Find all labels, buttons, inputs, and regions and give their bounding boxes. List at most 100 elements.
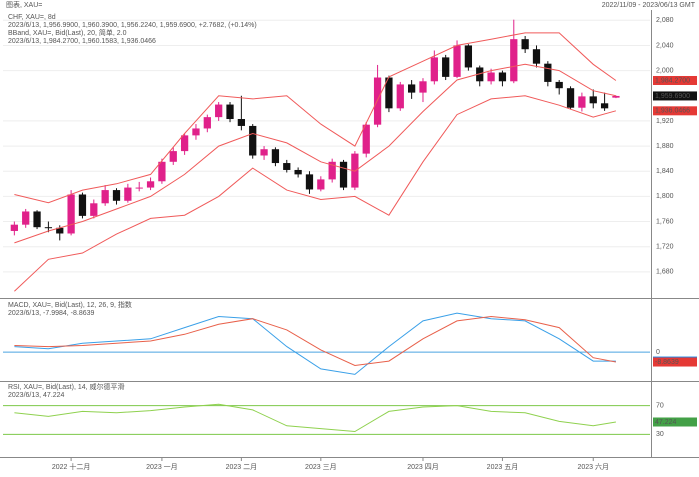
series-line [14, 63, 617, 244]
candle-body [578, 96, 586, 108]
candle-body [237, 119, 246, 126]
y-tick-label: 30 [656, 431, 664, 438]
candle-body [215, 104, 223, 118]
candle-body [226, 104, 234, 120]
y-tick-label: 1,920 [656, 118, 674, 125]
series-line [14, 403, 616, 433]
candle-body [135, 187, 143, 189]
candle-body [566, 88, 575, 108]
candle-body [56, 227, 64, 234]
candle-body [442, 57, 450, 77]
y-tick-label: 70 [656, 402, 664, 409]
candle-body [203, 117, 211, 129]
x-tick-label: 2023 一月 [146, 463, 178, 471]
x-tick-label: 2023 三月 [305, 463, 337, 471]
value-badge-label: 47.224 [655, 419, 677, 426]
candle-body [476, 67, 484, 82]
value-badge-label: -8.8639 [655, 359, 679, 366]
candle-body [453, 45, 461, 77]
candle-body [67, 194, 75, 234]
x-tick-label: 2022 十二月 [52, 462, 91, 471]
candle-body [22, 211, 30, 225]
candle-body [44, 227, 53, 229]
candle-body [78, 194, 87, 216]
y-tick-label: 0 [656, 349, 660, 356]
candle-body [510, 39, 518, 82]
value-badge [653, 106, 697, 116]
x-tick-label: 2023 六月 [577, 462, 609, 471]
candle-body [600, 103, 609, 109]
value-badge [653, 91, 697, 101]
value-badge-label: 1,936.0466 [655, 108, 690, 115]
value-badge-label: 1,984.2700 [655, 77, 690, 84]
y-tick-label: 1,680 [656, 269, 674, 276]
candle-body [498, 72, 507, 82]
candle-body [90, 203, 98, 216]
candle-body [385, 77, 393, 109]
candle-body [146, 181, 155, 188]
candle-body [305, 174, 314, 190]
candle-body [101, 190, 109, 204]
y-tick-label: 1,880 [656, 143, 674, 150]
value-badge-label: 1,959.6900 [655, 93, 690, 100]
x-tick-label: 2023 五月 [487, 463, 519, 471]
candle-body [283, 163, 291, 170]
candle-body [260, 149, 268, 156]
legend-text: MACD, XAU=, Bid(Last), 12, 26, 9, 指数 [8, 300, 132, 309]
y-tick-label: 2,000 [656, 67, 674, 74]
series-line [14, 32, 617, 204]
candle-body [555, 81, 563, 89]
date-range: 2022/11/09 - 2023/06/13 GMT [602, 2, 696, 9]
candle-body [169, 151, 177, 162]
candle-body [373, 77, 382, 125]
candle-body [407, 84, 416, 93]
candle-body [112, 190, 121, 201]
legend-text: 2023/6/13, 1,984.2700, 1,960.1583, 1,936… [8, 38, 156, 45]
candle-body [362, 124, 370, 154]
candle-body [419, 81, 427, 93]
candle-body [521, 39, 529, 50]
candle-body [294, 169, 302, 175]
candle-body [544, 63, 552, 82]
legend-text: 2023/6/13, -7.9984, -8.8639 [8, 310, 95, 317]
candle-body [339, 161, 348, 188]
candle-body [612, 95, 620, 98]
series-line [14, 315, 616, 367]
chart-title: 图表, XAU= [6, 0, 42, 9]
y-tick-label: 1,720 [656, 244, 674, 251]
value-badge [653, 417, 697, 427]
candle-body [351, 153, 359, 188]
candle-body [180, 135, 189, 152]
value-badge [653, 357, 697, 367]
candle-body [317, 179, 325, 190]
candle-body [328, 161, 336, 180]
x-tick-label: 2023 二月 [226, 463, 258, 471]
candle-body [430, 57, 438, 82]
value-badge [653, 75, 697, 85]
candle-body [33, 211, 41, 228]
legend-text: 2023/6/13, 47.224 [8, 392, 65, 399]
legend-text: 2023/6/13, 1,956.9900, 1,960.3900, 1,956… [8, 22, 257, 29]
candle-body [158, 161, 166, 182]
candle-body [124, 187, 132, 201]
x-tick-label: 2023 四月 [407, 463, 439, 471]
candle-body [192, 128, 200, 136]
candle-body [396, 84, 404, 109]
legend-text: CHF, XAU=, 8d [8, 14, 56, 21]
candle-body [10, 224, 18, 231]
y-tick-label: 1,840 [656, 168, 674, 175]
candle-body [532, 49, 541, 64]
y-tick-label: 2,080 [656, 17, 674, 24]
candle-body [271, 149, 280, 164]
y-tick-label: 2,040 [656, 42, 674, 49]
legend-text: RSI, XAU=, Bid(Last), 14, 威尔德平滑 [8, 382, 125, 391]
legend-text: BBand, XAU=, Bid(Last), 20, 简单, 2.0 [8, 28, 127, 37]
series-line [14, 95, 617, 292]
series-line [14, 312, 616, 375]
y-tick-label: 1,800 [656, 193, 674, 200]
candle-body [249, 125, 257, 156]
candle-body [487, 72, 495, 82]
candle-body [589, 96, 597, 104]
